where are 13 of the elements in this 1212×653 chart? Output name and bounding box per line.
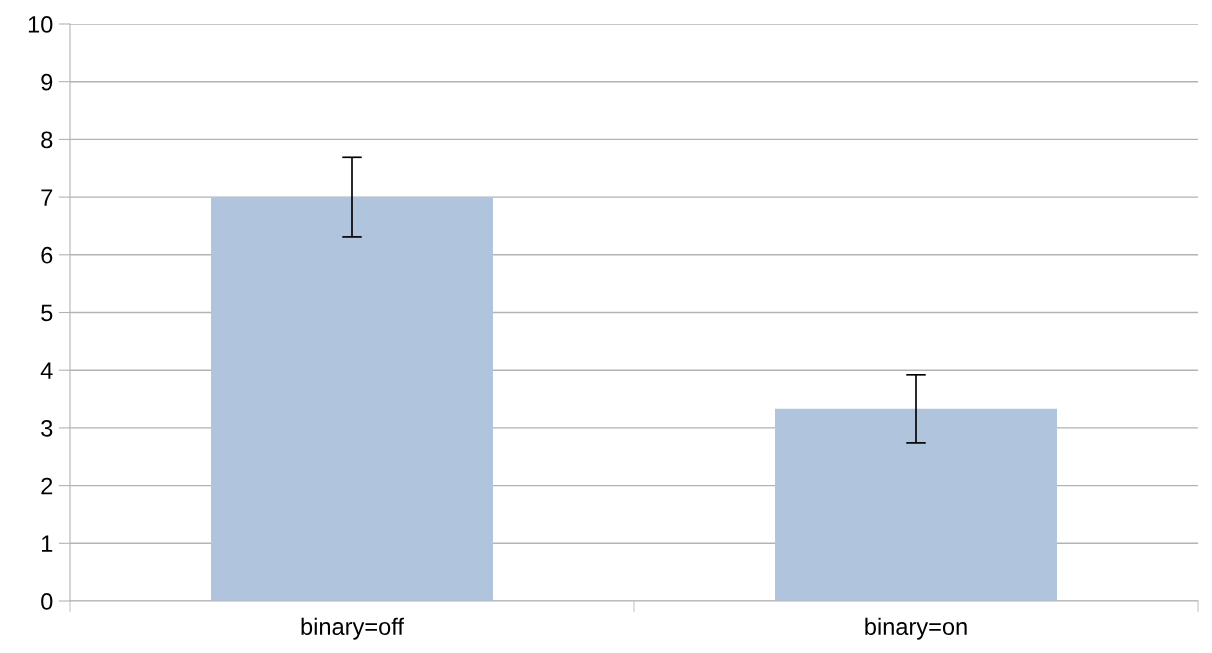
y-tick-label: 1: [42, 535, 53, 552]
y-tick-label: 4: [40, 362, 53, 379]
y-tick-label: 2: [41, 477, 53, 495]
x-tick-label: binary=off: [301, 617, 405, 640]
y-tick-label: 5: [41, 304, 53, 322]
y-tick-label: 9: [41, 73, 53, 91]
y-tick-label: 0: [41, 593, 53, 610]
y-tick-label: 8: [41, 131, 53, 149]
x-tick-label: binary=on: [865, 617, 967, 640]
y-tick-label: 7: [41, 189, 53, 206]
y-tick-label: 10: [28, 16, 53, 33]
y-tick-label: 3: [41, 419, 53, 437]
y-tick-label: 6: [41, 246, 53, 264]
